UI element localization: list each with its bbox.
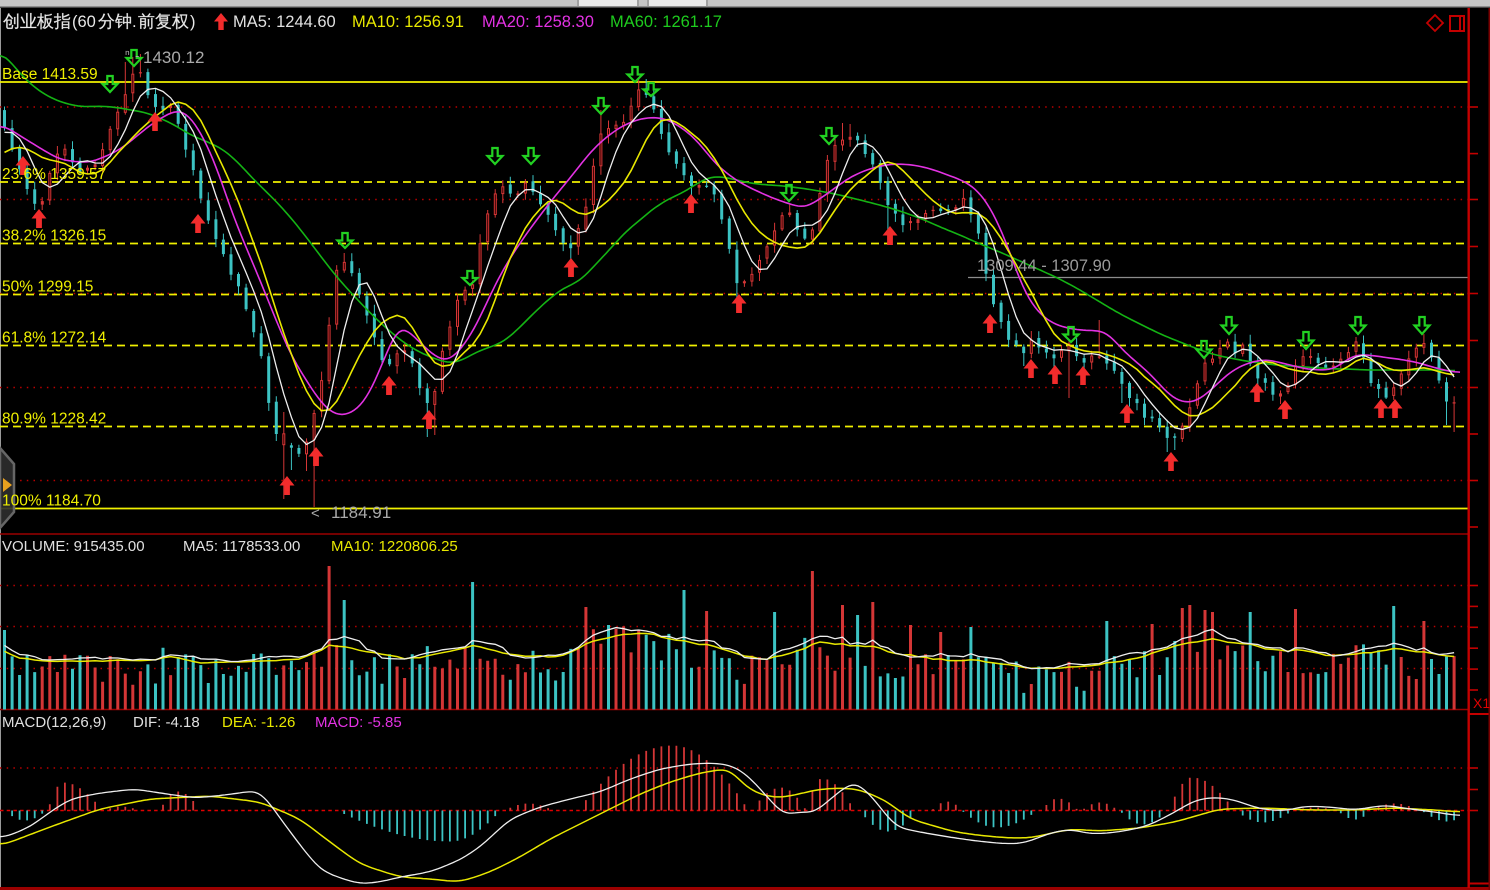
- svg-text:VOLUME: 915435.00: VOLUME: 915435.00: [2, 538, 145, 555]
- svg-text:MA20: 1258.30: MA20: 1258.30: [482, 13, 594, 31]
- svg-text:1430.12: 1430.12: [143, 48, 204, 67]
- svg-text:-: -: [135, 48, 139, 63]
- svg-text:.: .: [132, 13, 137, 31]
- svg-text:): ): [190, 13, 196, 31]
- svg-text:MA5: 1244.60: MA5: 1244.60: [233, 13, 336, 31]
- svg-text:DIF: -4.18: DIF: -4.18: [133, 714, 200, 731]
- svg-text:23.6% 1359.57: 23.6% 1359.57: [2, 166, 106, 183]
- svg-text:61.8% 1272.14: 61.8% 1272.14: [2, 330, 107, 347]
- svg-text:DEA: -1.26: DEA: -1.26: [222, 714, 295, 731]
- svg-text:(60: (60: [72, 13, 96, 31]
- svg-text:80.9% 1228.42: 80.9% 1228.42: [2, 411, 106, 428]
- svg-text:MA5: 1178533.00: MA5: 1178533.00: [183, 538, 300, 555]
- svg-text:MACD(12,26,9): MACD(12,26,9): [2, 714, 106, 731]
- svg-text:1309.44 - 1307.90: 1309.44 - 1307.90: [977, 257, 1111, 275]
- svg-text:MACD: -5.85: MACD: -5.85: [315, 714, 402, 731]
- svg-text:1184.91: 1184.91: [331, 503, 391, 522]
- svg-text:X1: X1: [1473, 695, 1490, 711]
- svg-text:100% 1184.70: 100% 1184.70: [2, 493, 101, 510]
- svg-text:Base 1413.59: Base 1413.59: [2, 66, 98, 83]
- svg-text:50% 1299.15: 50% 1299.15: [2, 279, 93, 296]
- svg-text:<: <: [311, 505, 320, 522]
- svg-text:MA10: 1256.91: MA10: 1256.91: [352, 13, 464, 31]
- svg-text:38.2% 1326.15: 38.2% 1326.15: [2, 228, 106, 245]
- svg-text:MA60: 1261.17: MA60: 1261.17: [610, 13, 722, 31]
- svg-text:ⁿ: ⁿ: [125, 46, 130, 61]
- svg-text:MA10: 1220806.25: MA10: 1220806.25: [331, 538, 458, 555]
